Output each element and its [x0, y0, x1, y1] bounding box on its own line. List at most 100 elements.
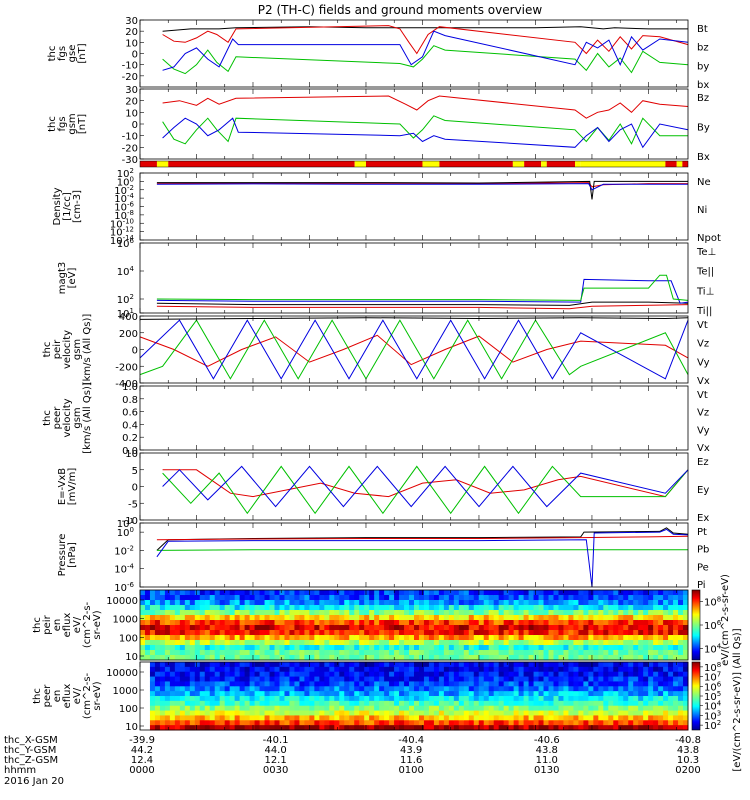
spectrogram-cell — [423, 615, 430, 621]
spectrogram-cell — [523, 590, 530, 596]
spectrogram-cell — [538, 696, 545, 702]
spectrogram-cell — [369, 681, 375, 687]
spectrogram-cell — [389, 715, 395, 721]
spectrogram-cell — [264, 700, 271, 707]
mode-segment — [156, 161, 169, 167]
spectrogram-cell — [663, 615, 669, 621]
spectrogram-cell — [314, 671, 320, 678]
colorbar-gradient — [691, 589, 701, 661]
spectrogram-cell — [174, 720, 181, 726]
spectrogram-cell — [199, 696, 206, 702]
spectrogram-cell — [518, 700, 525, 707]
spectrogram-cell — [678, 590, 684, 596]
spectrogram-cell — [633, 671, 639, 678]
spectrogram-cell — [643, 666, 649, 673]
spectrogram-cell — [404, 720, 410, 726]
spectrogram-cell — [548, 691, 554, 697]
spectrogram-cell — [209, 620, 216, 626]
spectrogram-cell — [573, 630, 579, 636]
spectrogram-cell — [648, 705, 654, 712]
spectrogram-cell — [463, 605, 470, 611]
spectrogram-cell — [369, 700, 375, 707]
spectrogram-cell — [299, 650, 305, 656]
spectrogram-cell — [194, 691, 201, 697]
spectrogram-cell — [214, 700, 221, 707]
spectrogram-cell — [159, 686, 166, 692]
spectrogram-cell — [658, 662, 664, 668]
spectrogram-cell — [309, 662, 315, 668]
spectrogram-cell — [174, 640, 181, 646]
spectrogram-cell — [319, 681, 325, 687]
spectrogram-cell — [558, 676, 564, 682]
spectrogram-cell — [528, 720, 535, 726]
spectrogram-cell — [618, 590, 624, 596]
spectrogram-cell — [528, 725, 535, 731]
spectrogram-cell — [553, 720, 559, 726]
spectrogram-cell — [438, 625, 445, 631]
spectrogram-cell — [573, 691, 579, 697]
spectrogram-cell — [673, 595, 679, 601]
spectrogram-cell — [548, 720, 554, 726]
spectrogram-cell — [458, 610, 465, 616]
spectrogram-cell — [618, 600, 624, 606]
spectrogram-cell — [443, 615, 450, 621]
spectrogram-cell — [518, 635, 525, 641]
spectrogram-cell — [428, 696, 435, 702]
spectrogram-cell — [249, 715, 256, 721]
spectrogram-cell — [219, 615, 226, 621]
spectrogram-cell — [528, 650, 535, 656]
spectrogram-cell — [463, 696, 470, 702]
spectrogram-cell — [618, 645, 624, 651]
spectrogram-cell — [473, 715, 480, 721]
spectrogram-cell — [623, 600, 629, 606]
spectrogram-cell — [344, 650, 350, 656]
spectrogram-cell — [289, 620, 295, 626]
spectrogram-cell — [513, 605, 520, 611]
spectrogram-cell — [578, 620, 584, 626]
spectrogram-cell — [214, 640, 221, 646]
spectrogram-cell — [558, 610, 564, 616]
spectrogram-cell — [204, 696, 211, 702]
spectrogram-cell — [359, 666, 365, 673]
spectrogram-cell — [244, 650, 251, 656]
spectrogram-cell — [523, 676, 530, 682]
spectrogram-cell — [324, 645, 330, 651]
spectrogram-cell — [409, 605, 415, 611]
spectrogram-cell — [344, 710, 350, 716]
spectrogram-cell — [224, 615, 231, 621]
spectrogram-cell — [394, 720, 400, 726]
spectrogram-cell — [658, 640, 664, 646]
spectrogram-cell — [234, 681, 241, 687]
spectrogram-cell — [668, 681, 674, 687]
spectrogram-cell — [279, 635, 285, 641]
spectrogram-cell — [508, 696, 515, 702]
spectrogram-cell — [199, 662, 206, 668]
spectrogram-cell — [673, 590, 679, 596]
spectrogram-cell — [304, 666, 310, 673]
spectrogram-cell — [334, 720, 340, 726]
y-tick-label: 1000 — [113, 686, 138, 697]
spectrogram-cell — [224, 725, 231, 731]
spectrogram-cell — [483, 671, 490, 678]
spectrogram-cell — [533, 696, 540, 702]
spectrogram-cell — [284, 666, 290, 673]
spectrogram-cell — [354, 600, 360, 606]
spectrogram-cell — [523, 686, 530, 692]
spectrogram-cell — [299, 666, 305, 673]
spectrogram-cell — [658, 681, 664, 687]
spectrogram-cell — [603, 691, 609, 697]
spectrogram-cell — [568, 650, 574, 656]
spectrogram-cell — [558, 715, 564, 721]
spectrogram-cell — [513, 691, 520, 697]
spectrogram-cell — [438, 700, 445, 707]
spectrogram-cell — [209, 671, 216, 678]
spectrogram-cell — [523, 630, 530, 636]
spectrogram-cell — [663, 630, 669, 636]
spectrogram-cell — [249, 671, 256, 678]
spectrogram-cell — [309, 681, 315, 687]
spectrogram-cell — [254, 650, 261, 656]
spectrogram-cell — [663, 605, 669, 611]
spectrogram-cell — [423, 630, 430, 636]
spectrogram-cell — [458, 725, 465, 731]
spectrogram-cell — [269, 590, 276, 596]
